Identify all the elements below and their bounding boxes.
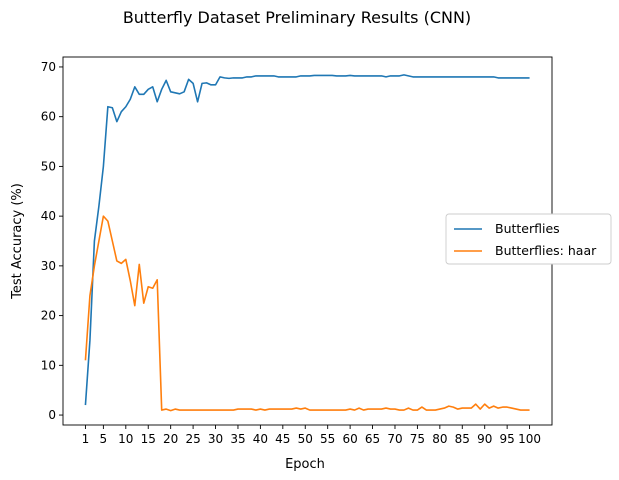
x-tick-label: 55 [320, 432, 335, 446]
x-tick-label: 40 [253, 432, 268, 446]
series-line-1 [84, 215, 530, 412]
x-tick-label: 70 [387, 432, 402, 446]
x-tick-label: 10 [118, 432, 133, 446]
y-axis-ticks: 0 10 20 30 40 50 60 70 [41, 60, 63, 422]
x-tick-label: 15 [141, 432, 156, 446]
legend-box [445, 213, 612, 265]
x-tick-label: 20 [163, 432, 178, 446]
series-line-0 [84, 74, 530, 406]
chart-title: Butterfly Dataset Preliminary Results (C… [123, 8, 471, 27]
x-tick-label: 60 [342, 432, 357, 446]
x-tick-label: 100 [518, 432, 541, 446]
x-tick-label: 45 [275, 432, 290, 446]
x-tick-label: 65 [365, 432, 380, 446]
x-tick-label: 80 [432, 432, 447, 446]
y-tick-label: 0 [48, 408, 56, 422]
x-tick-label: 35 [230, 432, 245, 446]
x-tick-label: 75 [410, 432, 425, 446]
x-tick-label: 85 [455, 432, 470, 446]
y-tick-label: 10 [41, 358, 56, 372]
y-axis-label: Test Accuracy (%) [10, 183, 25, 300]
x-axis-ticks: 1 5 10 15 20 25 30 35 40 45 50 55 60 65 70 75 80 85 90 95 10… [82, 425, 541, 446]
legend-label-1: Butterflies: haar [495, 243, 597, 258]
y-tick-label: 20 [41, 309, 56, 323]
x-tick-label: 95 [499, 432, 514, 446]
legend: Butterflies Butterflies: haar [445, 213, 612, 265]
x-tick-label: 30 [208, 432, 223, 446]
y-tick-label: 30 [41, 259, 56, 273]
x-tick-label: 25 [185, 432, 200, 446]
x-tick-label: 1 [82, 432, 90, 446]
y-tick-label: 60 [41, 110, 56, 124]
legend-label-0: Butterflies [495, 221, 560, 236]
y-tick-label: 50 [41, 159, 56, 173]
x-axis-label: Epoch [285, 457, 325, 472]
x-tick-label: 50 [298, 432, 313, 446]
x-tick-label: 5 [100, 432, 108, 446]
y-tick-label: 40 [41, 209, 56, 223]
series-lines [84, 74, 530, 412]
x-tick-label: 90 [477, 432, 492, 446]
y-tick-label: 70 [41, 60, 56, 74]
